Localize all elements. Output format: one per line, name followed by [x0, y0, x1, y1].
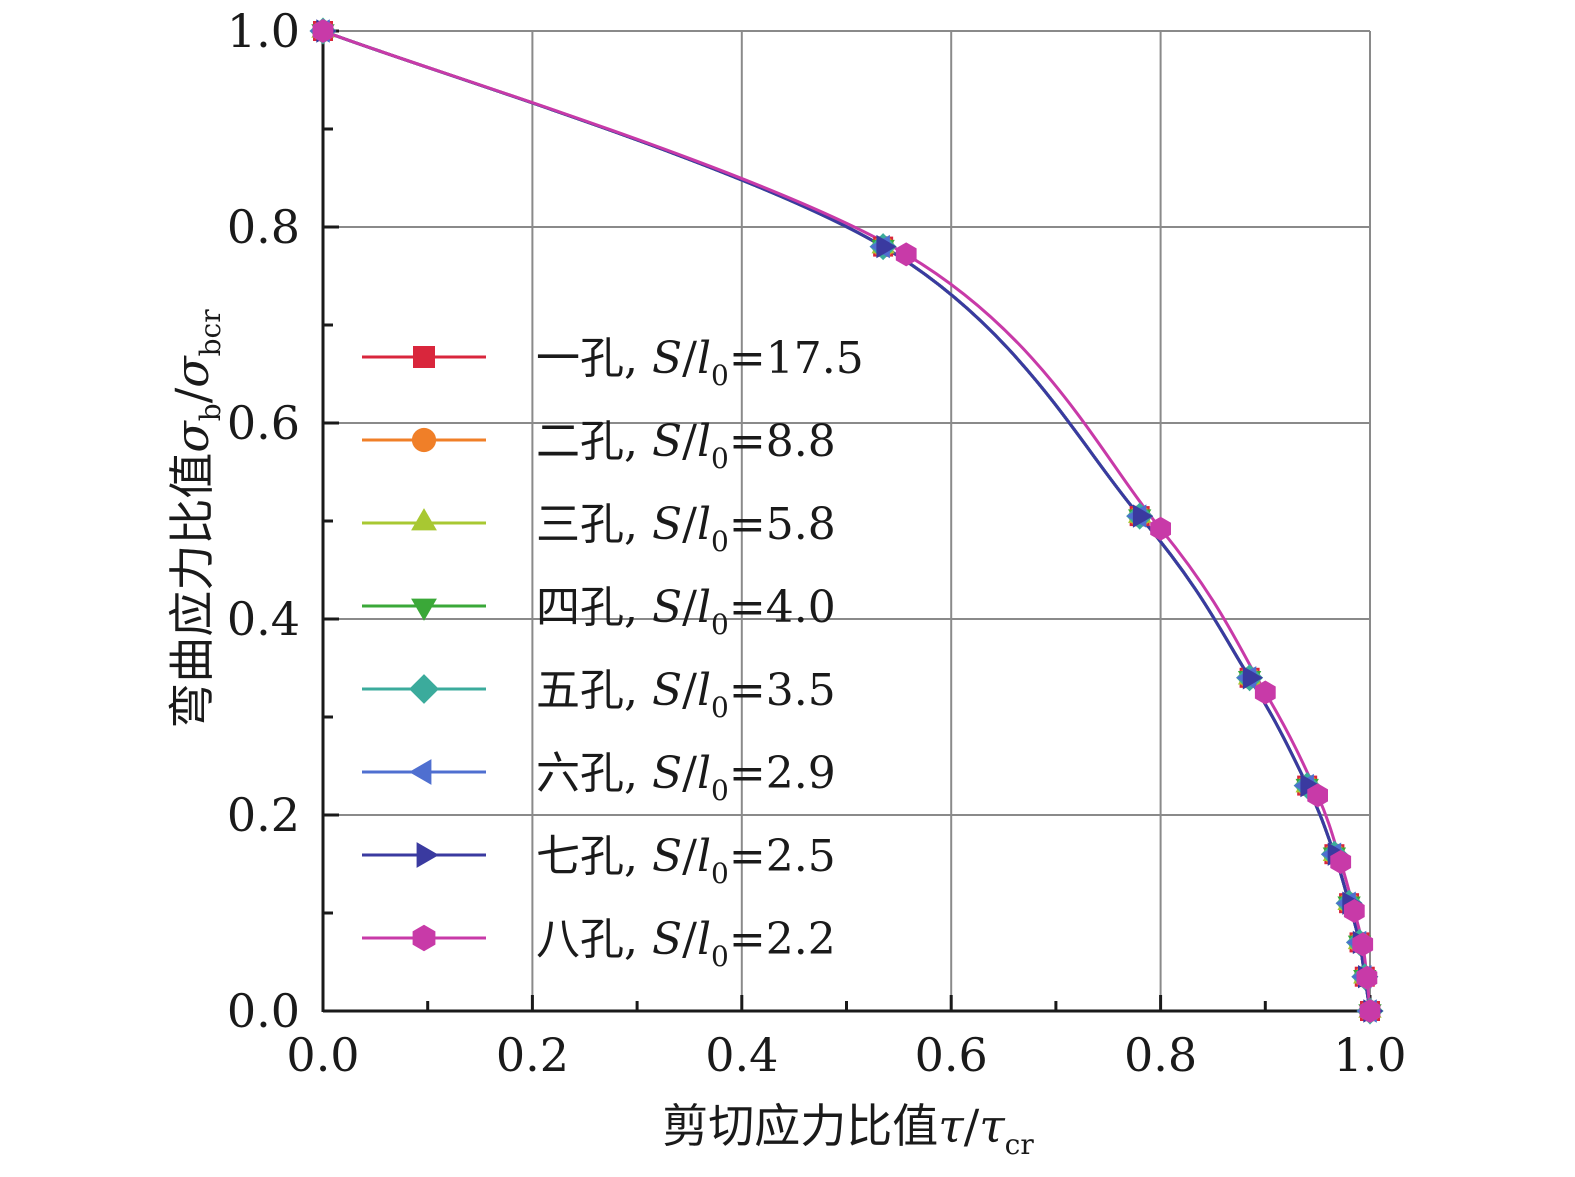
legend-entry-label: 三孔, S/l0=5.8 — [536, 499, 836, 558]
series-line — [322, 29, 1372, 1012]
series-line — [322, 29, 1372, 1012]
legend-marker — [411, 427, 437, 453]
data-point — [1242, 666, 1264, 690]
data-point — [1307, 783, 1328, 808]
legend-entry-label: 四孔, S/l0=4.0 — [536, 582, 836, 641]
legend-entry-label: 五孔, S/l0=3.5 — [536, 665, 836, 724]
legend-marker — [409, 674, 439, 704]
x-axis-label-sub2: cr — [1005, 1128, 1035, 1161]
data-point — [1300, 773, 1321, 798]
y-tick-label: 0.4 — [227, 592, 300, 646]
axes — [321, 29, 1370, 1013]
x-tick-label: 0.2 — [496, 1028, 569, 1082]
y-tick-label: 0.8 — [227, 200, 300, 254]
x-axis-label-symbol2: τ — [979, 1099, 1006, 1153]
legend-entry-label: 二孔, S/l0=8.8 — [536, 416, 836, 475]
legend-entry-label: 八孔, S/l0=2.2 — [536, 914, 836, 973]
data-point — [1343, 899, 1365, 923]
y-axis-label-text: 弯曲应力比值 — [165, 453, 219, 729]
series-line — [322, 29, 1372, 1012]
series-lines — [322, 29, 1372, 1012]
grid — [323, 30, 1371, 1011]
data-point — [876, 234, 897, 259]
y-tick-label: 0.2 — [227, 788, 300, 842]
ticks: 0.0 0.2 0.4 0.6 0.8 1.0 0.0 0.2 0.4 0.6 0.8 1.0 — [227, 4, 1407, 1082]
x-tick-label: 0.4 — [705, 1028, 778, 1082]
legend-marker — [413, 346, 435, 368]
data-point — [895, 242, 917, 267]
y-axis-label-symbol2: σ — [165, 355, 219, 388]
data-point — [1356, 965, 1378, 990]
legend-marker — [409, 759, 432, 785]
y-axis-label: 弯曲应力比值σb/σbcr — [165, 309, 227, 729]
y-axis-label-symbol: σ — [165, 420, 219, 453]
data-point — [1330, 850, 1352, 874]
legend: 一孔, S/l0=17.5 二孔, S/l0=8.8 三孔, S/l0=5.8 四孔,… — [362, 333, 864, 973]
legend-entry-label: 七孔, S/l0=2.5 — [536, 831, 836, 890]
y-axis-label-sub: b — [194, 403, 227, 421]
x-axis-label-text: 剪切应力比值 — [662, 1099, 938, 1153]
legend-entry-label: 一孔, S/l0=17.5 — [536, 333, 864, 392]
x-tick-label: 0.0 — [286, 1028, 359, 1082]
data-point — [312, 19, 334, 43]
y-tick-label: 0.0 — [227, 984, 300, 1038]
series-line — [322, 29, 1372, 1012]
data-point — [1254, 680, 1276, 705]
x-tick-label: 0.8 — [1124, 1028, 1197, 1082]
data-point — [1150, 516, 1171, 541]
x-tick-label: 0.6 — [915, 1028, 988, 1082]
legend-marker — [411, 508, 437, 531]
y-tick-label: 1.0 — [227, 4, 300, 58]
series-markers — [309, 17, 1384, 1025]
series-line — [322, 29, 1372, 1012]
y-axis-label-sub2: bcr — [194, 309, 227, 357]
y-tick-label: 0.6 — [227, 396, 300, 450]
legend-marker — [416, 842, 439, 868]
legend-marker — [411, 598, 437, 621]
series-line — [322, 29, 1372, 1012]
series-line — [322, 29, 1372, 1012]
data-point — [1359, 999, 1381, 1023]
data-point — [1352, 932, 1374, 957]
x-tick-label: 1.0 — [1333, 1028, 1406, 1082]
x-axis-label-symbol: τ — [938, 1099, 965, 1153]
data-point — [1132, 504, 1154, 528]
x-axis-label-sep: / — [964, 1099, 980, 1153]
x-axis-label: 剪切应力比值τ/τcr — [662, 1099, 1034, 1161]
y-axis-label-sep: / — [165, 387, 219, 403]
series-line — [322, 29, 1372, 1012]
legend-entry-label: 六孔, S/l0=2.9 — [536, 748, 836, 807]
legend-marker — [412, 924, 436, 952]
